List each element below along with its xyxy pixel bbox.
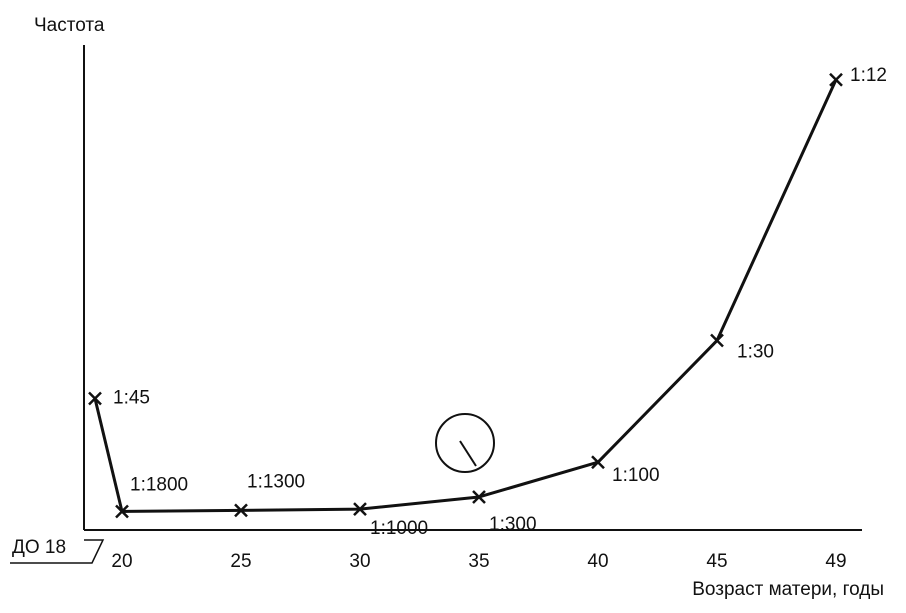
- point-marker: [353, 502, 367, 517]
- data-label: 1:300: [489, 514, 537, 535]
- y-axis-title: Частота: [34, 15, 105, 36]
- data-label: 1:1000: [370, 518, 428, 539]
- point-marker: [115, 504, 129, 519]
- x-tick-label: 45: [706, 551, 727, 572]
- point-marker: [472, 490, 486, 504]
- data-label: 1:1300: [247, 471, 305, 492]
- data-line: [93, 79, 838, 513]
- x-tick-label: ДО 18: [12, 537, 66, 558]
- point-marker: [591, 455, 605, 470]
- highlight-arrow: [459, 440, 477, 467]
- point-marker: [829, 72, 843, 87]
- data-label: 1:1800: [130, 474, 188, 495]
- x-tick-label: 30: [349, 551, 370, 572]
- x-tick-label: 35: [468, 551, 489, 572]
- data-label: 1:100: [612, 465, 660, 486]
- data-label: 1:12: [850, 65, 887, 86]
- x-tick-label: 49: [825, 551, 846, 572]
- x-axis-title: Возраст матери, годы: [692, 579, 884, 600]
- leader-line: [10, 539, 105, 564]
- x-tick-label: 20: [111, 551, 132, 572]
- data-label: 1:45: [113, 387, 150, 408]
- point-marker: [234, 503, 248, 518]
- x-tick-label: 40: [587, 551, 608, 572]
- x-tick-label: 25: [230, 551, 251, 572]
- point-marker: [710, 333, 724, 348]
- point-marker: [88, 391, 102, 406]
- data-label: 1:30: [737, 342, 774, 363]
- highlight-circle: [435, 413, 495, 473]
